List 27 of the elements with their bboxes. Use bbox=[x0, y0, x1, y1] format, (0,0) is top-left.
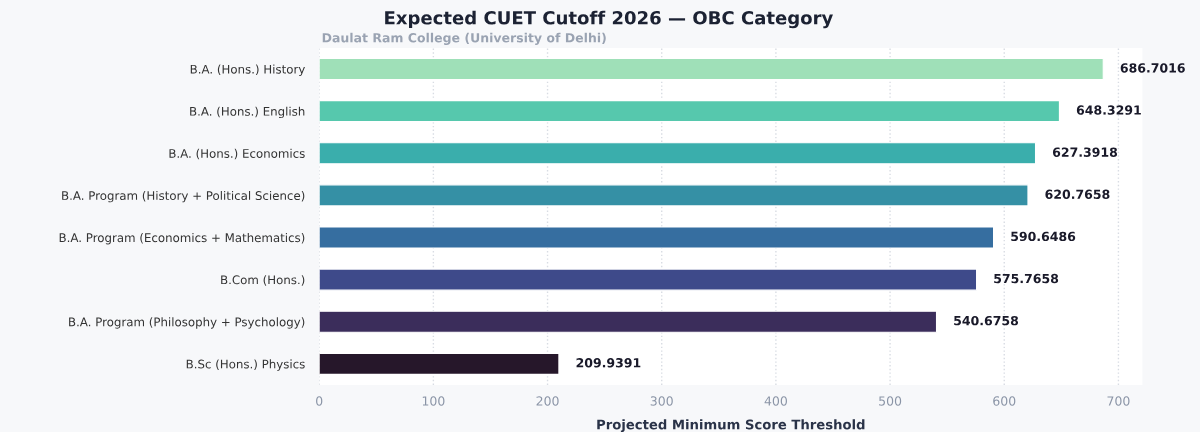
data-label: 209.9391 bbox=[576, 358, 641, 368]
y-tick-label: B.A. (Hons.) History bbox=[190, 64, 305, 76]
x-tick-label: 100 bbox=[422, 396, 445, 406]
chart-title: Expected CUET Cutoff 2026 — OBC Category bbox=[385, 10, 833, 29]
y-tick-label: B.Com (Hons.) bbox=[221, 275, 305, 286]
x-tick-label: 0 bbox=[316, 396, 323, 406]
chart-subtitle: Daulat Ram College (University of Delhi) bbox=[322, 32, 606, 45]
y-tick-label: B.A. (Hons.) English bbox=[190, 106, 305, 119]
data-label: 575.7658 bbox=[994, 273, 1059, 284]
data-label: 627.3918 bbox=[1052, 147, 1118, 157]
data-label: 686.7016 bbox=[1120, 63, 1185, 73]
y-tick-label: B.A. (Hons.) Economics bbox=[169, 148, 305, 160]
x-tick-label: 400 bbox=[764, 396, 787, 406]
data-label: 648.3291 bbox=[1076, 105, 1141, 115]
x-tick-label: 500 bbox=[879, 396, 902, 406]
y-tick-label: B.A. Program (Economics + Mathematics) bbox=[59, 233, 305, 245]
data-label: 540.6758 bbox=[954, 315, 1019, 326]
x-tick-label: 200 bbox=[536, 396, 559, 406]
y-tick-label: B.Sc (Hons.) Physics bbox=[186, 359, 305, 371]
data-label: 620.7658 bbox=[1045, 189, 1110, 199]
x-tick-label: 300 bbox=[650, 396, 673, 406]
y-tick-label: B.A. Program (Philosophy + Psychology) bbox=[69, 317, 305, 329]
x-tick-label: 700 bbox=[1107, 396, 1130, 406]
x-tick-label: 600 bbox=[993, 396, 1016, 406]
y-tick-label: B.A. Program (History + Political Science) bbox=[62, 190, 305, 203]
data-label: 590.6486 bbox=[1011, 231, 1076, 242]
x-axis-title: Projected Minimum Score Threshold bbox=[597, 419, 865, 432]
